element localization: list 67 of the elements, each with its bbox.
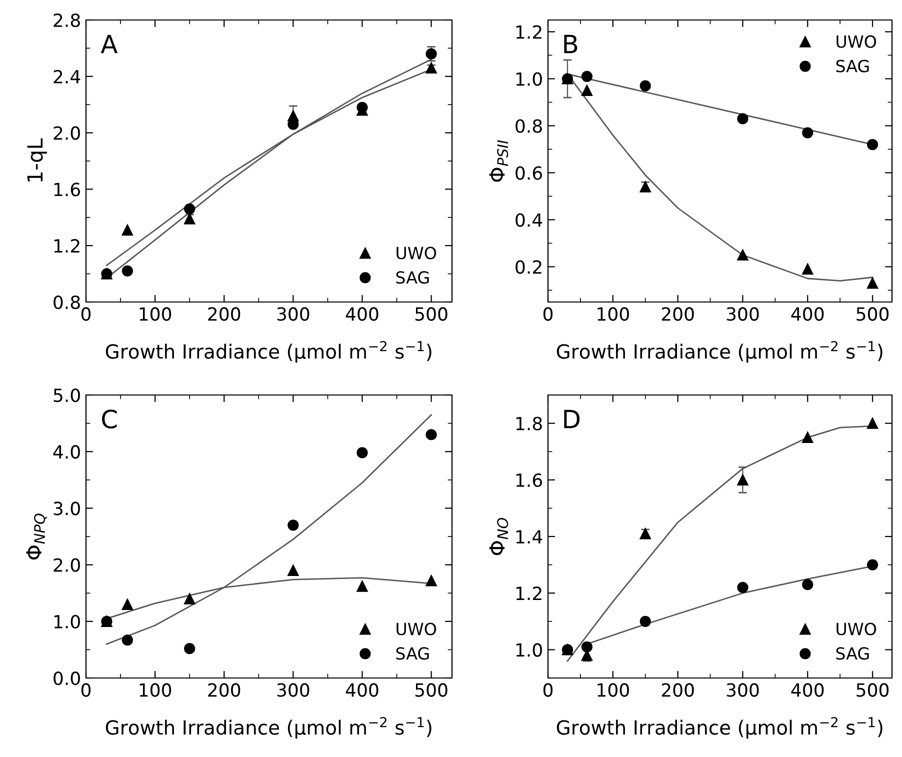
x-tick-label: 200 <box>208 683 240 697</box>
x-tick-label: 500 <box>856 307 889 321</box>
x-tick-label: 400 <box>791 683 824 697</box>
y-tick-label: 0.6 <box>516 166 542 180</box>
y-axis-title: Φ$_{NO}$ <box>489 518 508 556</box>
y-tick-label: 0.4 <box>516 213 542 227</box>
x-tick-label: 400 <box>346 307 378 321</box>
x-tick-label: 0 <box>81 307 91 321</box>
y-tick-label: 5.0 <box>54 388 80 402</box>
x-tick-label: 200 <box>662 307 694 321</box>
x-axis-title: Growth Irradiance (µmol m$^{−2}$ s$^{−1}$) <box>106 717 432 739</box>
legend-label: UWO <box>836 35 876 48</box>
x-tick-label: 300 <box>726 683 759 697</box>
y-tick-label: 1.6 <box>516 473 542 488</box>
x-tick-label: 300 <box>277 683 310 697</box>
legend-label: SAG <box>396 271 429 284</box>
annotation: C <box>102 410 117 428</box>
x-tick-label: 300 <box>277 307 310 321</box>
x-tick-label: 100 <box>598 683 629 697</box>
y-axis-title: Φ$_{PSII}$ <box>489 140 508 182</box>
x-tick-label: 100 <box>598 307 629 321</box>
x-tick-label: 300 <box>726 307 759 321</box>
y-tick-label: 1.2 <box>516 25 542 39</box>
y-tick-label: 1.0 <box>516 72 542 86</box>
x-tick-label: 100 <box>140 307 172 321</box>
y-tick-label: 2.8 <box>54 13 80 28</box>
y-tick-label: 0.2 <box>516 260 542 274</box>
legend-label: SAG <box>836 60 869 72</box>
x-tick-label: 400 <box>346 683 378 697</box>
x-axis-title: Growth Irradiance (µmol m$^{−2}$ s$^{−1}$) <box>556 341 882 363</box>
y-tick-label: 1.6 <box>54 182 80 196</box>
x-axis-title: Growth Irradiance (µmol m$^{−2}$ s$^{−1}$) <box>106 341 432 363</box>
y-tick-label: 0.8 <box>54 295 80 310</box>
y-axis-title: Φ$_{NPQ}$ <box>26 514 47 560</box>
y-tick-label: 1.0 <box>54 614 80 629</box>
x-tick-label: 200 <box>662 683 694 697</box>
y-axis-title: 1-qL <box>27 138 47 182</box>
legend-label: SAG <box>396 647 429 660</box>
y-tick-label: 1.2 <box>516 586 542 600</box>
x-tick-label: 500 <box>415 683 448 697</box>
legend-label: UWO <box>396 246 436 260</box>
annotation: B <box>564 34 578 54</box>
x-tick-label: 200 <box>208 307 240 321</box>
y-tick-label: 3.0 <box>54 502 80 516</box>
x-tick-label: 500 <box>415 307 448 321</box>
legend-label: SAG <box>836 647 869 660</box>
y-tick-label: 1.4 <box>516 530 542 544</box>
y-tick-label: 2.4 <box>54 70 80 84</box>
y-tick-label: 2.0 <box>54 126 80 140</box>
x-axis-title: Growth Irradiance (µmol m$^{−2}$ s$^{−1}$) <box>556 717 882 739</box>
y-tick-label: 0.8 <box>516 119 542 133</box>
y-tick-label: 2.0 <box>54 558 80 572</box>
y-tick-label: 1.2 <box>54 239 80 252</box>
x-tick-label: 100 <box>140 683 172 697</box>
y-tick-label: 1.0 <box>516 643 542 657</box>
x-tick-label: 400 <box>791 307 824 321</box>
x-tick-label: 0 <box>543 683 553 697</box>
y-tick-label: 0.0 <box>54 671 80 686</box>
y-tick-label: 4.0 <box>53 445 80 459</box>
legend-label: UWO <box>836 622 876 636</box>
y-tick-label: 1.8 <box>516 416 542 430</box>
legend-label: UWO <box>396 622 436 636</box>
x-tick-label: 0 <box>81 683 91 697</box>
annotation: D <box>564 410 580 428</box>
x-tick-label: 500 <box>856 683 889 697</box>
x-tick-label: 0 <box>543 307 553 321</box>
annotation: A <box>100 34 118 54</box>
